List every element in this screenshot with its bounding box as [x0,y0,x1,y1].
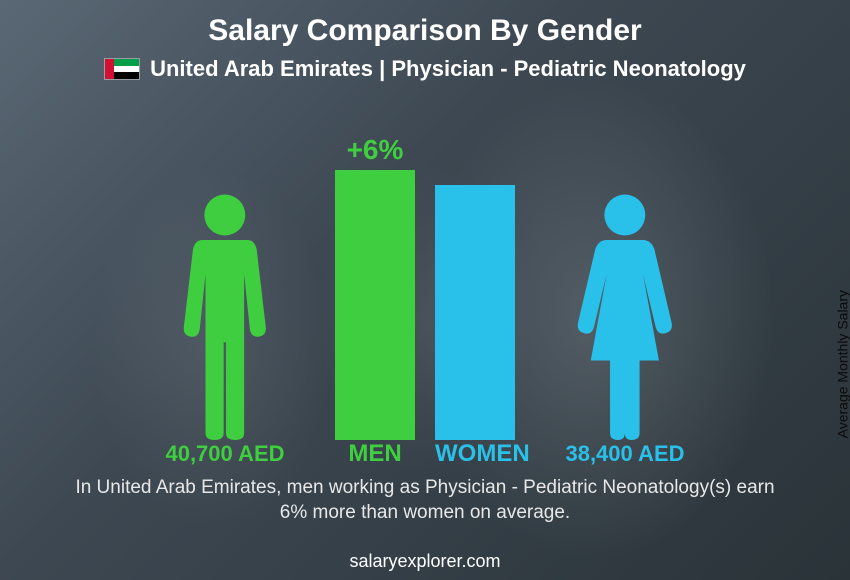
description-text: In United Arab Emirates, men working as … [60,476,790,525]
female-bar [435,185,515,440]
subtitle-row: United Arab Emirates | Physician - Pedia… [0,56,850,82]
footer-source: salaryexplorer.com [0,551,850,572]
male-bar: +6% [335,170,415,440]
comparison-chart: +6% [0,120,850,440]
male-bar-rect [335,170,415,440]
male-figure-col [135,190,315,440]
female-bar-rect [435,185,515,440]
subtitle-text: United Arab Emirates | Physician - Pedia… [150,56,746,82]
male-salary-value: 40,700 AED [135,441,315,467]
female-figure-col [535,190,715,440]
male-label: MEN [335,440,415,468]
page-title: Salary Comparison By Gender [0,0,850,48]
uae-flag-icon [104,58,140,80]
side-axis-label: Average Monthly Salary [834,290,850,438]
female-person-icon [568,190,682,440]
labels-row: 40,700 AED MEN WOMEN 38,400 AED [0,440,850,468]
difference-label: +6% [335,134,415,166]
female-salary-value: 38,400 AED [535,441,715,467]
male-person-icon [168,190,282,440]
female-label: WOMEN [435,440,515,468]
